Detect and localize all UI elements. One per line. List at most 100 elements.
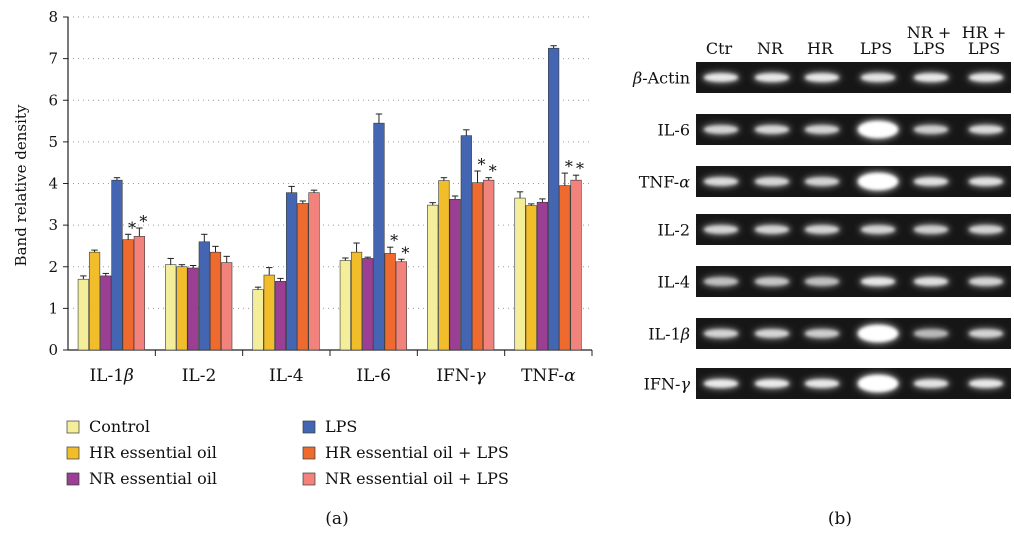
- bar: [252, 289, 264, 351]
- gel-band: [861, 73, 895, 82]
- gel-row-label: IFN-γ: [644, 375, 691, 394]
- gel-band: [704, 125, 738, 134]
- gel-band: [755, 329, 789, 338]
- gel-band: [755, 379, 789, 388]
- y-tick-label: 6: [48, 91, 58, 109]
- x-tick-label: IFN-γ: [436, 366, 486, 386]
- bar: [471, 182, 484, 351]
- gel-band: [861, 225, 895, 234]
- y-axis-title: Band relative density: [12, 104, 30, 266]
- legend-swatch: [302, 472, 316, 486]
- bar: [221, 262, 233, 351]
- bar: [274, 281, 287, 351]
- legend: Control HR essential oil NR essential oil L…: [66, 417, 509, 488]
- bar: [122, 239, 134, 351]
- bar: [77, 278, 89, 351]
- gel-band: [805, 125, 839, 134]
- bar: [350, 251, 363, 351]
- gel-band: [861, 277, 895, 286]
- gel-band: [704, 225, 738, 234]
- bar: [460, 135, 472, 351]
- y-tick-label: 7: [48, 50, 58, 68]
- significance-marker: *: [139, 212, 147, 231]
- y-tick-label: 1: [48, 299, 58, 317]
- gel-band: [858, 325, 898, 342]
- legend-label: NR essential oil + LPS: [325, 469, 509, 488]
- bar: [483, 179, 495, 351]
- gel-band: [969, 177, 1003, 186]
- bar: [198, 241, 210, 351]
- y-tick-label: 2: [48, 258, 58, 276]
- gel-strip: [696, 62, 1011, 93]
- gel-band: [858, 375, 898, 392]
- gel-strip: [696, 166, 1011, 197]
- lane-label: LPS: [913, 39, 945, 58]
- bar: [133, 236, 145, 351]
- gel-band: [755, 125, 789, 134]
- gel-band: [805, 73, 839, 82]
- gel-band: [914, 329, 948, 338]
- significance-marker: *: [565, 157, 573, 176]
- bar: [187, 267, 199, 351]
- bar: [548, 47, 560, 351]
- legend-label: HR essential oil: [89, 443, 217, 462]
- gel-band: [914, 73, 948, 82]
- lane-label: HR +: [962, 23, 1007, 42]
- bar: [384, 253, 396, 351]
- gel-band: [969, 277, 1003, 286]
- panel-b-label: (b): [828, 509, 852, 529]
- bar: [111, 179, 123, 351]
- gel-band: [755, 225, 789, 234]
- legend-swatch: [302, 446, 316, 460]
- significance-marker: *: [576, 159, 584, 178]
- bar: [286, 192, 298, 351]
- bar: [362, 258, 374, 351]
- gel-band: [914, 125, 948, 134]
- gel-row-label: IL-2: [657, 221, 690, 240]
- gel-band: [969, 329, 1003, 338]
- y-tick-label: 0: [48, 341, 58, 359]
- bar: [559, 185, 571, 351]
- gel-strip: [696, 114, 1011, 145]
- gel-band: [914, 379, 948, 388]
- bar: [438, 180, 450, 351]
- gel-row-label: TNF-α: [639, 173, 690, 192]
- bar: [100, 275, 112, 351]
- x-tick-label: TNF-α: [521, 366, 576, 386]
- bar: [449, 199, 461, 351]
- gel-band: [704, 177, 738, 186]
- gel-band: [914, 225, 948, 234]
- y-tick-label: 4: [48, 175, 58, 193]
- bar: [165, 264, 177, 351]
- bar: [88, 251, 101, 351]
- gel-band: [755, 277, 789, 286]
- gel-band: [858, 121, 898, 138]
- gel-band: [755, 177, 789, 186]
- gel-band: [969, 225, 1003, 234]
- gel-row-label: IL-6: [657, 121, 690, 140]
- gel-band: [704, 277, 738, 286]
- bar: [514, 197, 526, 351]
- gel-band: [805, 277, 839, 286]
- gel-strip: [696, 214, 1011, 245]
- bar: [525, 205, 537, 351]
- gel-band: [805, 379, 839, 388]
- gel-row-label: β-Actin: [632, 69, 690, 88]
- gel-strip: [696, 318, 1011, 349]
- legend-swatch: [66, 446, 80, 460]
- gel-band: [704, 329, 738, 338]
- lane-label: LPS: [860, 39, 892, 58]
- legend-swatch: [66, 472, 80, 486]
- gel-band: [704, 379, 738, 388]
- legend-swatch: [302, 420, 316, 434]
- significance-marker: *: [128, 218, 136, 237]
- significance-marker: *: [401, 243, 409, 262]
- gel-band: [805, 225, 839, 234]
- bar: [536, 201, 549, 351]
- significance-marker: *: [489, 162, 497, 181]
- bar: [395, 261, 407, 351]
- gel-band: [805, 177, 839, 186]
